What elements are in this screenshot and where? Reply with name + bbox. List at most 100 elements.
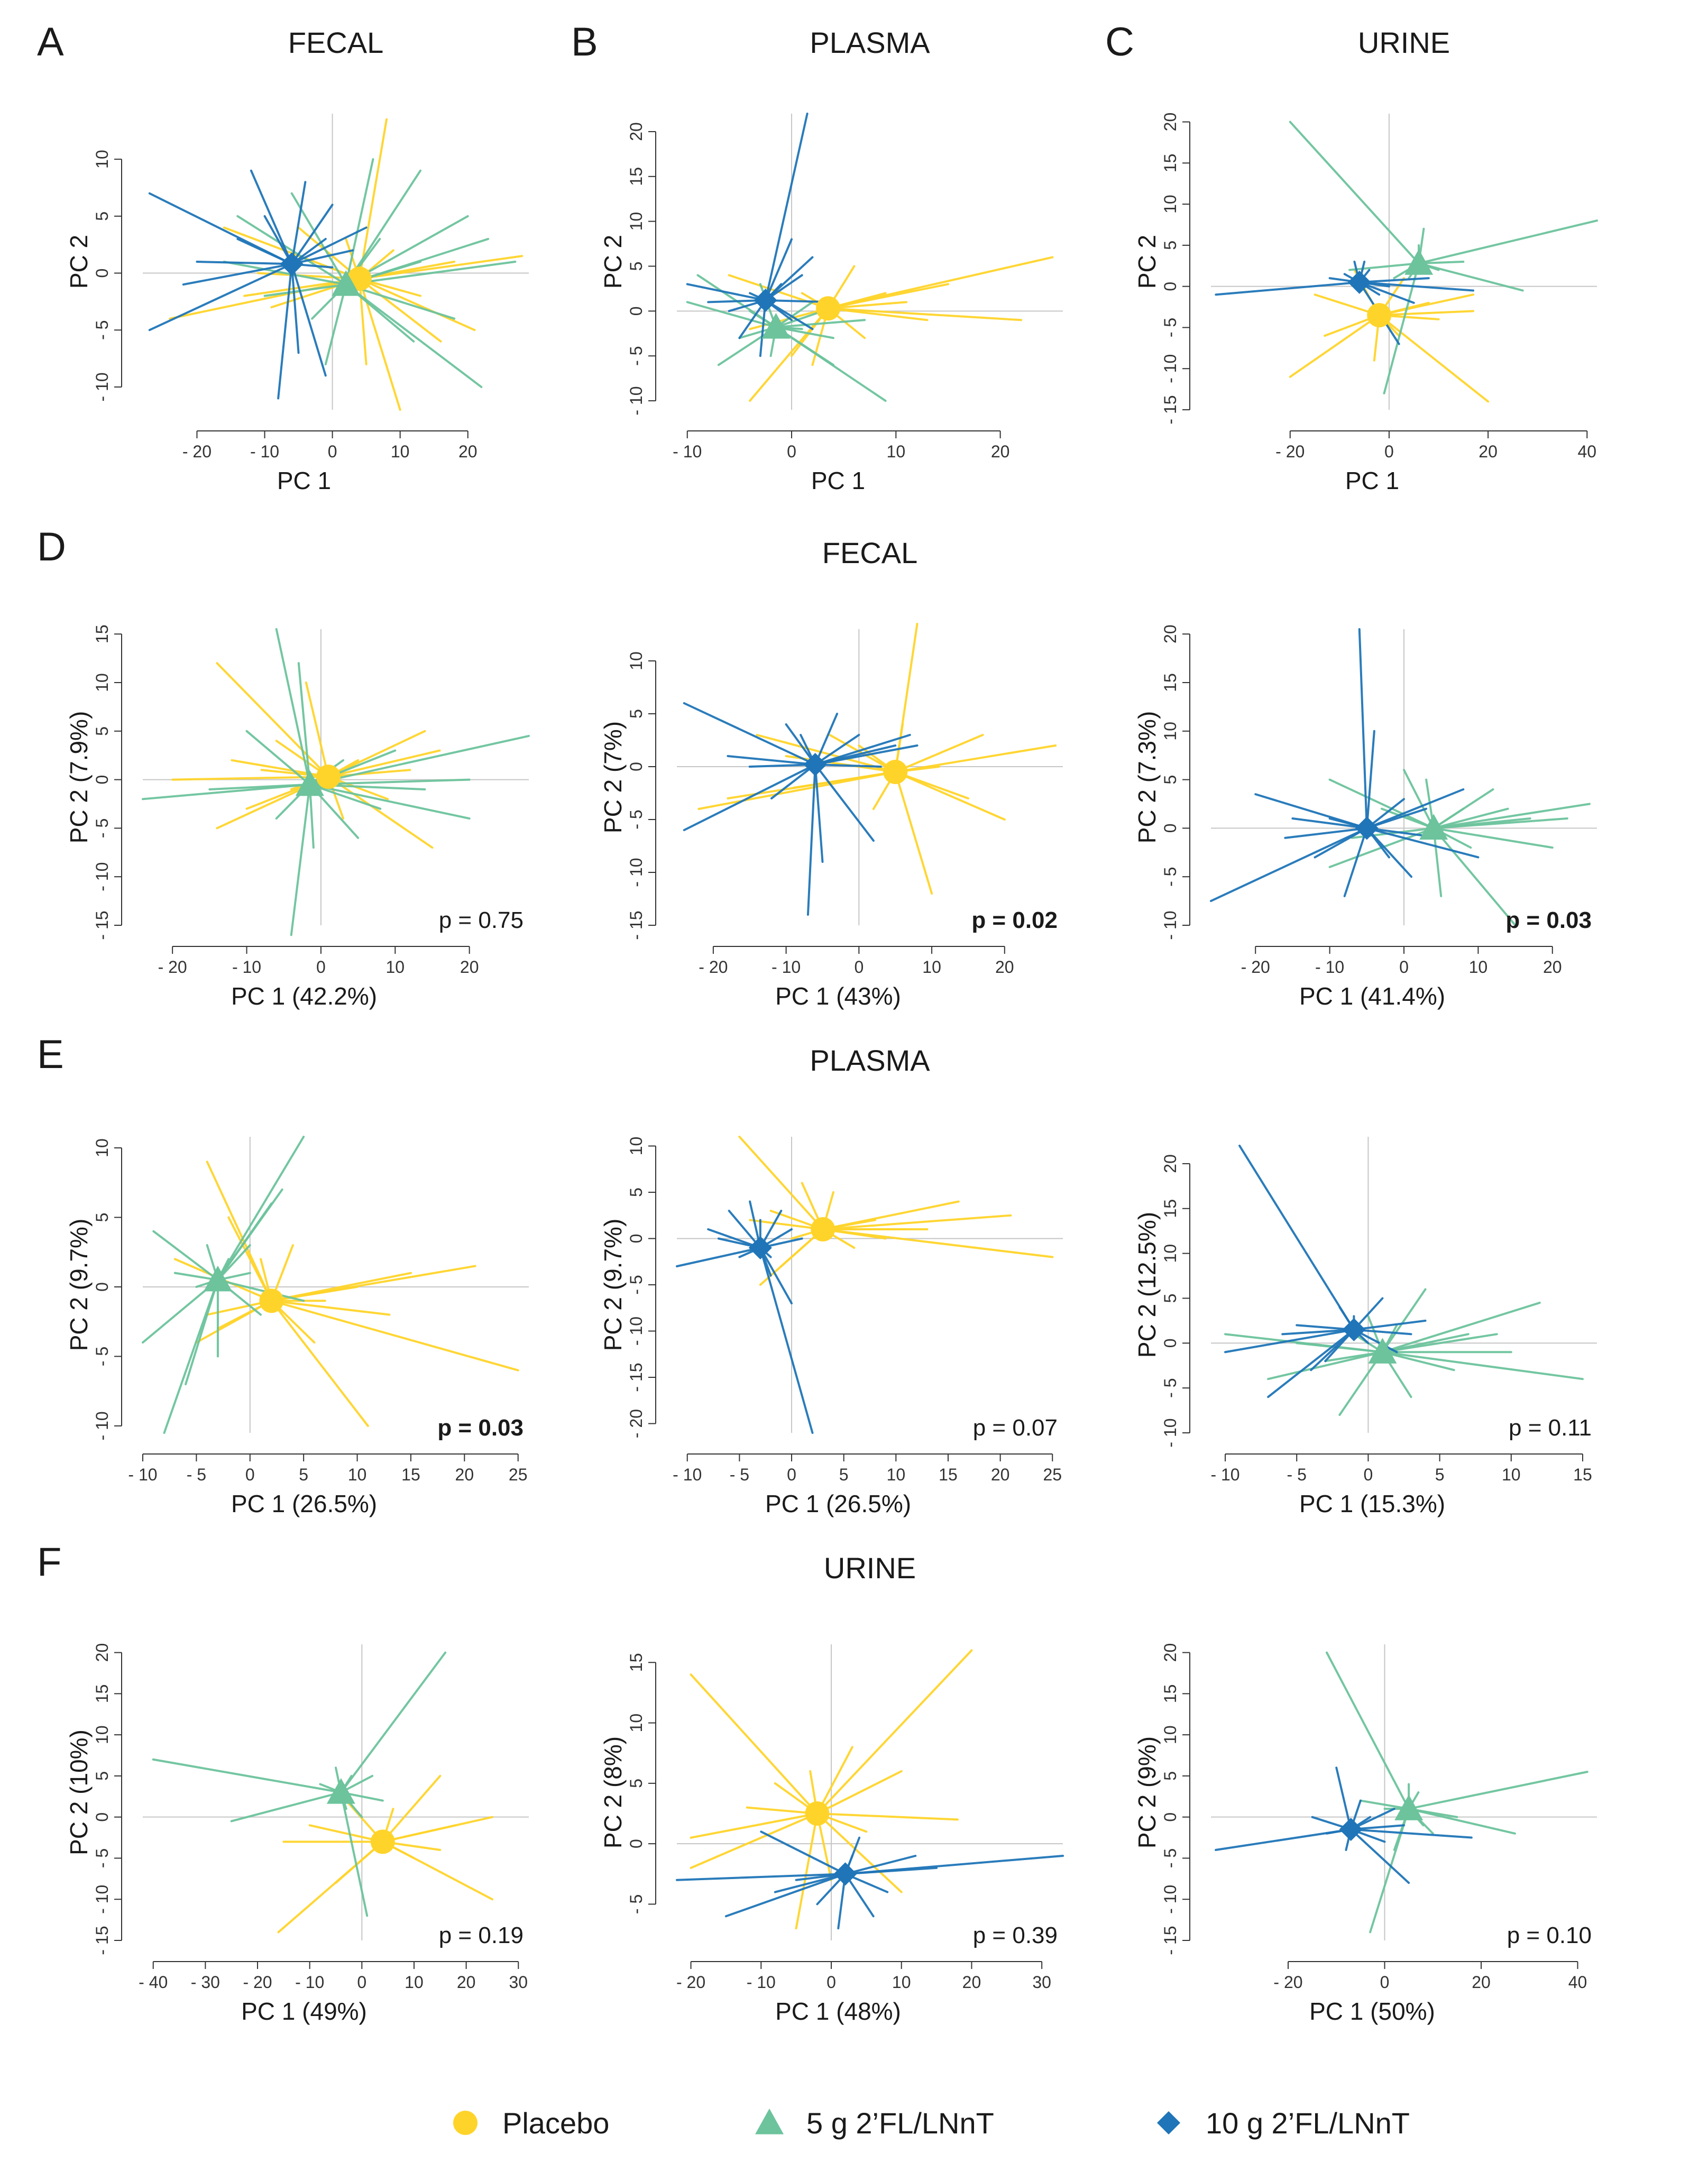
- y-tick-label: 15: [627, 167, 646, 186]
- spoke-g10: [724, 1873, 847, 1918]
- y-tick-label: - 15: [1161, 395, 1180, 424]
- y-tick-label: 0: [93, 269, 112, 278]
- y-tick-label: 15: [1161, 673, 1180, 692]
- y-tick-label: - 20: [627, 1409, 646, 1438]
- y-tick-label: 20: [627, 122, 646, 141]
- spoke-g5: [345, 261, 517, 286]
- spoke-g5: [339, 1791, 369, 1917]
- section-title: PLASMA: [810, 1044, 930, 1077]
- spoke-g5: [1432, 827, 1517, 926]
- centroid-g5: [1394, 1794, 1424, 1820]
- spoke-g10: [236, 237, 293, 265]
- spoke-g10: [1335, 1766, 1352, 1830]
- x-tick-label: 15: [401, 1465, 420, 1484]
- spoke-g5: [297, 662, 311, 786]
- spoke-placebo: [381, 1824, 457, 1843]
- x-axis-title: PC 1 (26.5%): [765, 1490, 911, 1517]
- centroid-placebo: [370, 1829, 395, 1854]
- x-axis-title: PC 1 (26.5%): [231, 1490, 377, 1517]
- spoke-g10: [277, 263, 293, 400]
- spoke-g10: [814, 744, 919, 766]
- y-tick-label: 0: [93, 1282, 112, 1292]
- y-axis-title: PC 2: [599, 235, 627, 289]
- x-tick-label: - 10: [772, 958, 801, 977]
- spoke-placebo: [690, 1673, 819, 1815]
- y-tick-label: - 5: [93, 818, 112, 838]
- y-axis-title: PC 2 (12.5%): [1133, 1212, 1161, 1358]
- spoke-placebo: [816, 1746, 853, 1815]
- y-tick-label: - 15: [1161, 1926, 1180, 1955]
- spoke-placebo: [231, 759, 329, 778]
- pca-plot-F-urine-placebo-vs-5g: - 40 - 30 - 20 - 10 0 10 20 30 - 15 - 10 - 5 0 5 10 15…: [65, 1643, 529, 2025]
- spoke-g5: [1348, 262, 1420, 271]
- spoke-g10: [263, 215, 293, 265]
- x-tick-label: 30: [509, 1973, 528, 1992]
- y-tick-label: - 10: [1161, 1418, 1180, 1447]
- y-tick-label: 10: [1161, 195, 1180, 214]
- section-title: URINE: [824, 1551, 916, 1585]
- y-tick-label: - 5: [627, 1894, 646, 1914]
- x-tick-label: 20: [457, 1973, 476, 1992]
- spoke-placebo: [795, 1812, 819, 1930]
- section-title: FECAL: [822, 536, 918, 569]
- centroid-g5: [295, 770, 324, 796]
- legend-item-placebo: Placebo: [453, 2106, 609, 2140]
- y-axis-title: PC 2 (8%): [599, 1736, 627, 1848]
- centroid-g5: [1368, 1338, 1397, 1364]
- spoke-placebo: [827, 307, 929, 321]
- y-tick-label: - 10: [627, 858, 646, 887]
- spoke-g10: [148, 263, 293, 332]
- centroid-g5: [761, 312, 791, 339]
- y-tick-label: - 5: [1161, 867, 1180, 887]
- spoke-g5: [1432, 807, 1509, 830]
- spoke-g5: [1359, 1799, 1410, 1810]
- centroid-g10: [1339, 1818, 1363, 1841]
- y-tick-label: 0: [627, 1839, 646, 1848]
- spoke-g5: [223, 261, 347, 286]
- x-tick-label: 0: [316, 958, 326, 977]
- x-tick-label: 20: [991, 442, 1010, 461]
- y-tick-label: - 15: [93, 1926, 112, 1955]
- pca-plot-E-plasma-5g-vs-10g: - 10 - 5 0 5 10 15 - 10 - 5 0 5 10 15 20 PC 1 (15.3%)…: [1133, 1137, 1597, 1517]
- spoke-placebo: [358, 255, 524, 280]
- x-axis-title: PC 1 (42.2%): [231, 982, 377, 1010]
- x-axis-title: PC 1 (43%): [775, 982, 901, 1010]
- spoke-g10: [1291, 817, 1368, 830]
- y-tick-label: 20: [1161, 113, 1180, 132]
- spoke-g5: [216, 1244, 251, 1281]
- x-tick-label: - 10: [1315, 958, 1344, 977]
- x-axis-title: PC 1 (41.4%): [1299, 982, 1445, 1010]
- spoke-g10: [182, 263, 293, 286]
- spoke-g10: [760, 1830, 847, 1875]
- x-axis-title: PC 1 (15.3%): [1299, 1490, 1445, 1517]
- spoke-placebo: [816, 1649, 973, 1815]
- spoke-placebo: [381, 1774, 442, 1843]
- y-tick-label: 10: [93, 673, 112, 692]
- y-tick-label: - 5: [1161, 318, 1180, 337]
- spoke-placebo: [816, 1770, 903, 1815]
- pca-plot-D-fecal-placebo-vs-5g: - 20 - 10 0 10 20 - 15 - 10 - 5 0 5 10 15 PC 1 (42.2…: [65, 624, 530, 1010]
- x-tick-label: 0: [787, 1465, 796, 1484]
- spoke-g5: [1432, 803, 1591, 830]
- spoke-placebo: [327, 776, 434, 849]
- y-tick-label: 0: [1161, 282, 1180, 291]
- spoke-g5: [1267, 1351, 1384, 1380]
- spoke-g10: [196, 261, 293, 265]
- x-tick-label: 10: [892, 1973, 911, 1992]
- y-tick-label: 0: [1161, 1338, 1180, 1348]
- y-tick-label: - 10: [627, 386, 646, 415]
- spoke-placebo: [822, 1214, 1012, 1230]
- y-tick-label: - 10: [1161, 354, 1180, 383]
- y-tick-label: 15: [93, 624, 112, 643]
- spoke-g10: [676, 1873, 847, 1881]
- pca-plot-A-fecal: - 20 - 10 0 10 20 - 10 - 5 0 5 10 PC 1 PC 2: [65, 114, 529, 494]
- x-tick-label: 10: [922, 958, 941, 977]
- spoke-g5: [216, 1202, 273, 1281]
- p-value: p = 0.75: [439, 907, 524, 933]
- centroid-g5: [1419, 814, 1448, 840]
- spoke-g5: [1383, 262, 1420, 394]
- x-tick-label: - 20: [1241, 958, 1270, 977]
- x-axis-title: PC 1 (49%): [241, 1998, 367, 2025]
- y-axis-title: PC 2 (9%): [1133, 1736, 1161, 1848]
- y-tick-label: - 5: [93, 320, 112, 340]
